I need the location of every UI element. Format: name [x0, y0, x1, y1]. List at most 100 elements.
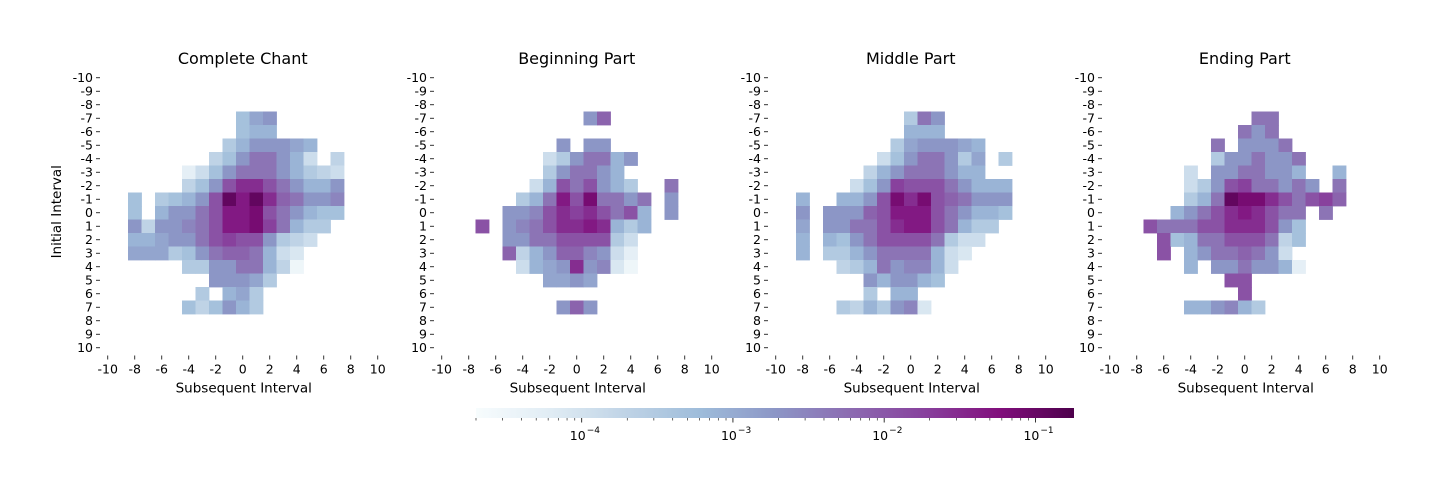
heatmap-cell	[543, 260, 557, 274]
heatmap-cell	[1224, 165, 1239, 180]
heatmap-cell	[597, 138, 611, 153]
heatmap-cell	[263, 246, 277, 261]
heatmap-cell	[1251, 233, 1266, 247]
heatmap-cell	[890, 300, 905, 315]
heatmap-cell	[998, 192, 1013, 207]
heatmap-cell	[971, 192, 986, 207]
heatmap-cell	[1211, 138, 1225, 153]
heatmap-cell	[890, 233, 905, 247]
heatmap-cell	[796, 246, 810, 261]
heatmap-cell	[863, 219, 878, 234]
heatmap-cell	[1278, 260, 1293, 274]
heatmap-cell	[168, 219, 183, 234]
x-tick-label: 6	[1322, 362, 1330, 377]
heatmap-cell	[276, 233, 291, 247]
y-tick-label: -10	[1075, 70, 1095, 85]
y-tick-label: -2	[81, 178, 93, 193]
heatmap-cell	[1278, 206, 1293, 220]
heatmap-cell	[1197, 219, 1212, 234]
heatmap-cell	[1278, 152, 1293, 166]
x-tick-label: 0	[907, 362, 915, 377]
heatmap-cell	[516, 246, 530, 261]
heatmap-cell	[263, 165, 277, 180]
heatmap-cell	[917, 233, 932, 247]
heatmap-cell	[877, 260, 891, 274]
heatmap-cell	[583, 165, 598, 180]
heatmap-cell	[904, 138, 918, 153]
heatmap-cell	[1224, 233, 1239, 247]
x-tick-label: -2	[544, 362, 556, 377]
heatmap-cell	[182, 260, 196, 274]
heatmap-cell	[836, 233, 851, 247]
heatmap-cell	[823, 219, 837, 234]
heatmap-cell	[1238, 246, 1252, 261]
x-tick-label: 4	[1295, 362, 1303, 377]
heatmap-cell	[182, 246, 196, 261]
heatmap-cell	[823, 206, 837, 220]
heatmap-cell	[1292, 219, 1306, 234]
heatmap-cell	[556, 233, 571, 247]
heatmap-cell	[236, 111, 250, 126]
heatmap-cell	[276, 152, 291, 166]
heatmap-cell	[1211, 219, 1225, 234]
y-tick-label: -5	[415, 138, 427, 153]
heatmap-cell	[1332, 192, 1347, 207]
x-tick-label: 4	[961, 362, 969, 377]
heatmap-cell	[637, 219, 652, 234]
y-tick-label: -6	[415, 124, 428, 139]
heatmap-cell	[556, 179, 571, 193]
heatmap-cell	[1224, 300, 1239, 315]
heatmap-cell	[904, 219, 918, 234]
colorbar-gradient	[476, 408, 1074, 418]
y-tick-label: 2	[753, 232, 761, 247]
x-tick-label: -2	[878, 362, 890, 377]
heatmap-cell	[502, 233, 517, 247]
y-tick-label: -1	[749, 192, 761, 207]
heatmap-cell	[249, 165, 264, 180]
x-tick-label: -2	[1212, 362, 1224, 377]
y-tick-label: 3	[753, 246, 761, 261]
x-tick-label: 2	[266, 362, 274, 377]
heatmap-cell	[904, 300, 918, 315]
heatmap-cell	[290, 233, 304, 247]
heatmap-cell	[128, 192, 142, 207]
x-tick-label: 10	[1038, 362, 1054, 377]
heatmap-cell	[958, 206, 972, 220]
heatmap-cell	[1184, 192, 1198, 207]
heatmap-cell	[1157, 246, 1171, 261]
heatmap-cell	[195, 287, 210, 301]
heatmap-cell	[330, 152, 345, 166]
heatmap-cell	[1184, 179, 1198, 193]
x-tick-label: 6	[988, 362, 996, 377]
y-tick-label: 7	[85, 300, 93, 315]
heatmap-cell	[958, 138, 972, 153]
heatmap-cell	[222, 300, 237, 315]
heatmap-cell	[556, 192, 571, 207]
heatmap-cell	[236, 300, 250, 315]
heatmap-cell	[128, 246, 142, 261]
heatmap-cell	[1197, 300, 1212, 315]
heatmap-cell	[597, 260, 611, 274]
heatmap-cell	[303, 152, 318, 166]
heatmap-cell	[222, 273, 237, 288]
heatmap-cell	[516, 260, 530, 274]
heatmap-cell	[236, 233, 250, 247]
heatmap-cell	[209, 246, 223, 261]
heatmap-cell	[290, 260, 304, 274]
heatmap-cell	[917, 125, 932, 139]
heatmap-cell	[904, 246, 918, 261]
y-tick-label: -9	[415, 84, 428, 99]
heatmap-cell	[944, 152, 959, 166]
heatmap-cell	[1224, 179, 1239, 193]
heatmap-cell	[155, 206, 169, 220]
x-tick-label: -6	[490, 362, 503, 377]
heatmap-cell	[958, 179, 972, 193]
heatmap-cell	[998, 179, 1013, 193]
heatmap-cell	[917, 300, 932, 315]
heatmap-cell	[263, 152, 277, 166]
heatmap-cell	[182, 179, 196, 193]
heatmap-cell	[556, 260, 571, 274]
heatmap-cell	[1305, 179, 1320, 193]
heatmap-cell	[1238, 260, 1252, 274]
